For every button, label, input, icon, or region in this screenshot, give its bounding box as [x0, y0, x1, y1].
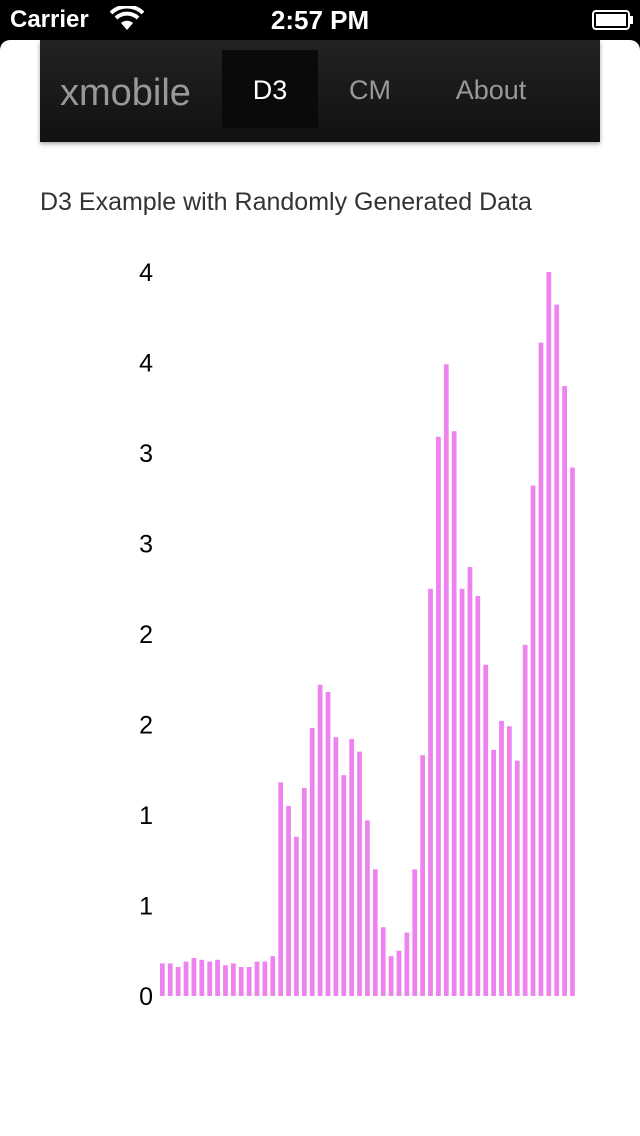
- bar: [333, 737, 339, 996]
- bar: [491, 749, 496, 996]
- bar: [207, 961, 213, 996]
- bar: [546, 272, 552, 996]
- bar: [357, 751, 362, 996]
- tab-d3[interactable]: D3: [222, 50, 318, 128]
- bar: [388, 956, 394, 996]
- bar: [554, 304, 560, 997]
- carrier-label: Carrier: [10, 6, 89, 33]
- bar: [341, 775, 347, 996]
- battery-icon: [592, 10, 633, 30]
- bar: [223, 965, 228, 996]
- bar: [215, 959, 220, 996]
- bar: [570, 467, 575, 997]
- y-tick-label: 1: [139, 802, 153, 830]
- bar: [380, 927, 386, 996]
- y-tick-label: 3: [139, 440, 153, 468]
- bar: [309, 728, 315, 996]
- bar: [238, 967, 244, 996]
- bar: [499, 720, 504, 996]
- bar: [301, 787, 307, 996]
- bar: [246, 967, 252, 996]
- bar: [404, 932, 410, 996]
- y-tick-label: 2: [139, 712, 153, 740]
- bar: [160, 963, 165, 996]
- bar: [167, 963, 173, 996]
- bar: [420, 755, 425, 996]
- tab-about[interactable]: About: [455, 75, 527, 105]
- chart-title: D3 Example with Randomly Generated Data: [40, 188, 532, 216]
- y-tick-label: 4: [139, 259, 153, 287]
- bar: [467, 567, 473, 996]
- status-bar: Carrier 2:57 PM: [0, 0, 640, 40]
- y-tick-label: 2: [139, 621, 153, 649]
- y-tick-label: 3: [139, 531, 153, 559]
- bar: [396, 950, 402, 996]
- navbar: xmobile D3 CM About: [40, 40, 600, 142]
- bar: [412, 869, 418, 996]
- bar: [451, 431, 457, 996]
- bar: [562, 386, 567, 996]
- bar: [325, 691, 331, 996]
- bar: [483, 664, 489, 996]
- bar: [230, 963, 236, 996]
- bar: [436, 436, 441, 997]
- bar: [349, 738, 355, 996]
- page: xmobile D3 CM About D3 Example with Rand…: [0, 40, 640, 1136]
- bar: [278, 782, 284, 996]
- bar: [254, 961, 260, 996]
- wifi-icon: [110, 6, 144, 30]
- bar: [443, 364, 449, 996]
- bar: [428, 588, 433, 996]
- bar: [522, 644, 528, 996]
- bar: [538, 342, 544, 997]
- bar: [475, 595, 481, 996]
- y-tick-label: 1: [139, 893, 153, 921]
- tab-cm[interactable]: CM: [349, 75, 391, 105]
- clock: 2:57 PM: [270, 5, 370, 35]
- brand-logo[interactable]: xmobile: [60, 72, 191, 114]
- bar: [183, 961, 189, 996]
- bar: [514, 760, 520, 996]
- bar-chart: 0 1 1 2 2 3 3 4 4: [139, 259, 575, 1011]
- bar: [459, 588, 465, 996]
- bar: [294, 836, 299, 996]
- bar: [530, 485, 536, 996]
- bar: [175, 967, 181, 996]
- bar: [191, 957, 197, 996]
- bar: [270, 956, 276, 996]
- bar: [507, 726, 512, 996]
- bar: [262, 961, 268, 996]
- bar: [365, 820, 370, 996]
- bar: [372, 869, 378, 996]
- bar: [286, 805, 291, 996]
- bar: [199, 959, 205, 996]
- y-tick-label: 4: [139, 350, 153, 378]
- y-tick-label: 0: [139, 983, 153, 1011]
- bar: [317, 684, 323, 996]
